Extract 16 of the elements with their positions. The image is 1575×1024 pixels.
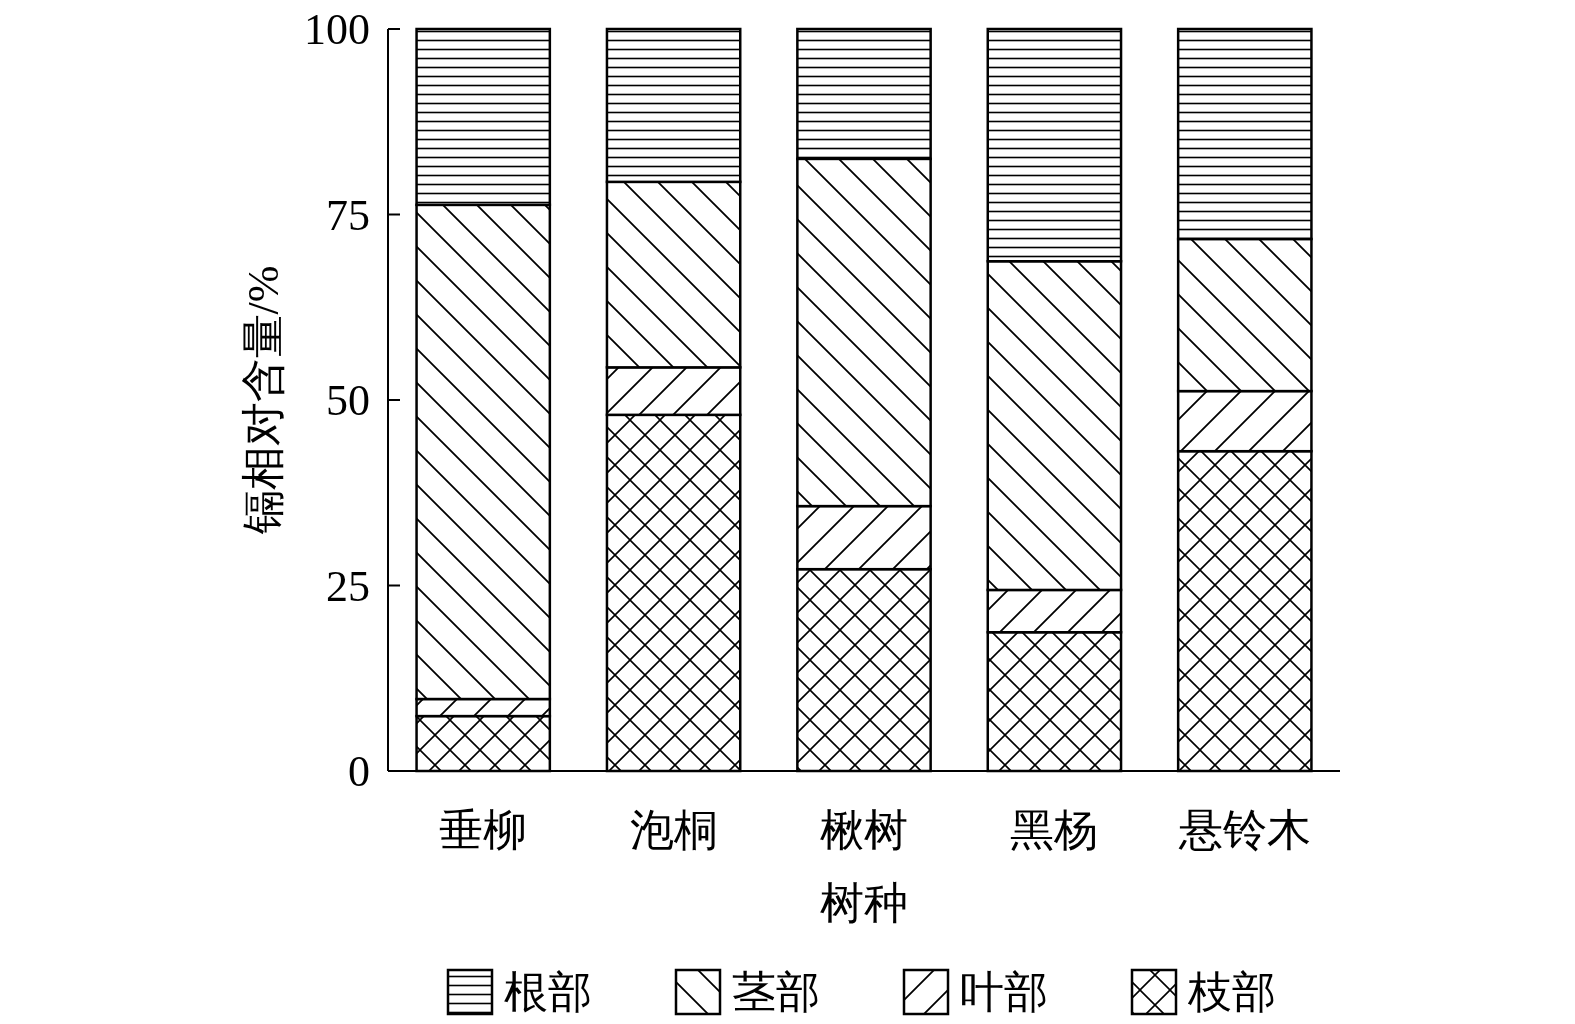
y-axis-title: 镉相对含量/% <box>239 265 288 536</box>
x-tick-label: 泡桐 <box>629 806 718 855</box>
x-tick-label: 楸树 <box>820 806 908 855</box>
x-axis-title: 树种 <box>820 879 908 928</box>
legend-label: 枝部 <box>1187 968 1276 1017</box>
x-tick-label: 黑杨 <box>1010 806 1099 855</box>
legend-label: 茎部 <box>732 968 820 1017</box>
y-tick-label: 0 <box>348 747 370 796</box>
y-tick-label: 100 <box>304 5 370 54</box>
y-tick-label: 25 <box>326 561 370 611</box>
y-tick-label: 75 <box>326 190 370 240</box>
y-tick-label: 50 <box>326 376 370 425</box>
legend-label: 根部 <box>504 968 592 1017</box>
legend-label: 叶部 <box>960 968 1048 1017</box>
x-tick-label: 垂柳 <box>439 806 528 855</box>
x-tick-label: 悬铃木 <box>1177 806 1311 855</box>
